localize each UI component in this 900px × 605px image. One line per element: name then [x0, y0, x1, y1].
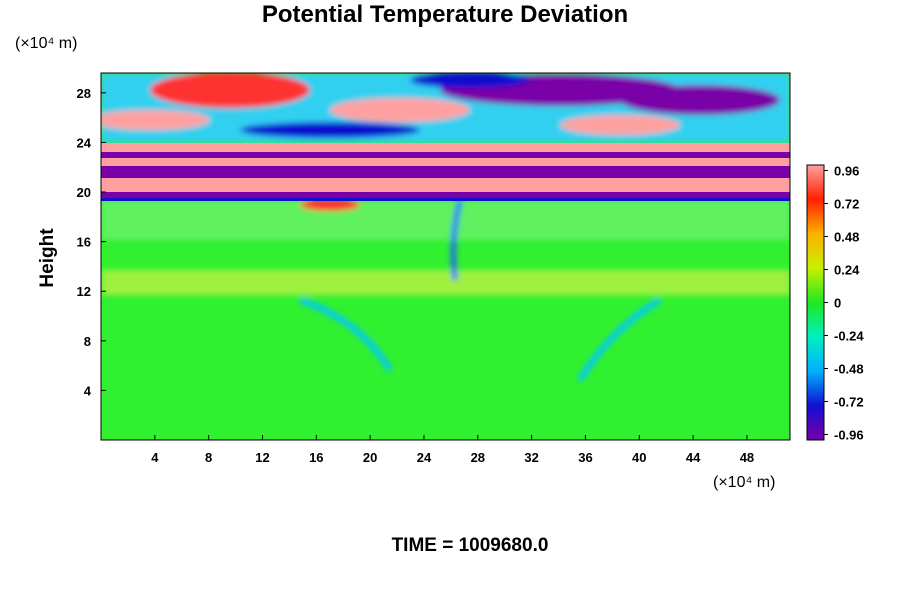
y-unit: (×10⁴ m) — [15, 35, 77, 52]
chart-title: Potential Temperature Deviation — [262, 1, 628, 28]
x-tick-label: 20 — [363, 450, 377, 465]
x-tick-label: 24 — [417, 450, 432, 465]
colorbar-tick-label: -0.48 — [834, 362, 864, 377]
field — [101, 73, 790, 440]
colorbar-tick-label: 0 — [834, 296, 841, 311]
y-tick-label: 4 — [84, 383, 92, 398]
colorbar-tick-label: -0.72 — [834, 395, 864, 410]
x-tick-label: 32 — [524, 450, 538, 465]
x-tick-label: 40 — [632, 450, 646, 465]
x-unit: (×10⁴ m) — [713, 474, 775, 491]
x-tick-label: 8 — [205, 450, 212, 465]
x-tick-label: 28 — [471, 450, 485, 465]
x-tick-label: 36 — [578, 450, 592, 465]
y-tick-label: 28 — [77, 86, 91, 101]
y-axis-label: Height — [37, 228, 58, 288]
y-tick-label: 12 — [77, 284, 91, 299]
colorbar-tick-label: 0.96 — [834, 164, 859, 179]
colorbar-tick-label: 0.72 — [834, 197, 859, 212]
x-tick-label: 44 — [686, 450, 701, 465]
x-tick-label: 16 — [309, 450, 323, 465]
colorbar — [806, 164, 825, 441]
x-tick-label: 4 — [151, 450, 159, 465]
colorbar-tick-label: -0.96 — [834, 428, 864, 443]
y-tick-label: 24 — [77, 135, 92, 150]
caption: TIME = 1009680.0 — [392, 535, 549, 556]
colorbar-tick-label: -0.24 — [834, 329, 864, 344]
colorbar-tick-label: 0.48 — [834, 230, 859, 245]
y-tick-label: 16 — [77, 235, 91, 250]
colorbar-tick-label: 0.24 — [834, 263, 860, 278]
y-tick-label: 8 — [84, 334, 91, 349]
y-tick-label: 20 — [77, 185, 91, 200]
x-tick-label: 48 — [740, 450, 754, 465]
x-tick-label: 12 — [255, 450, 269, 465]
